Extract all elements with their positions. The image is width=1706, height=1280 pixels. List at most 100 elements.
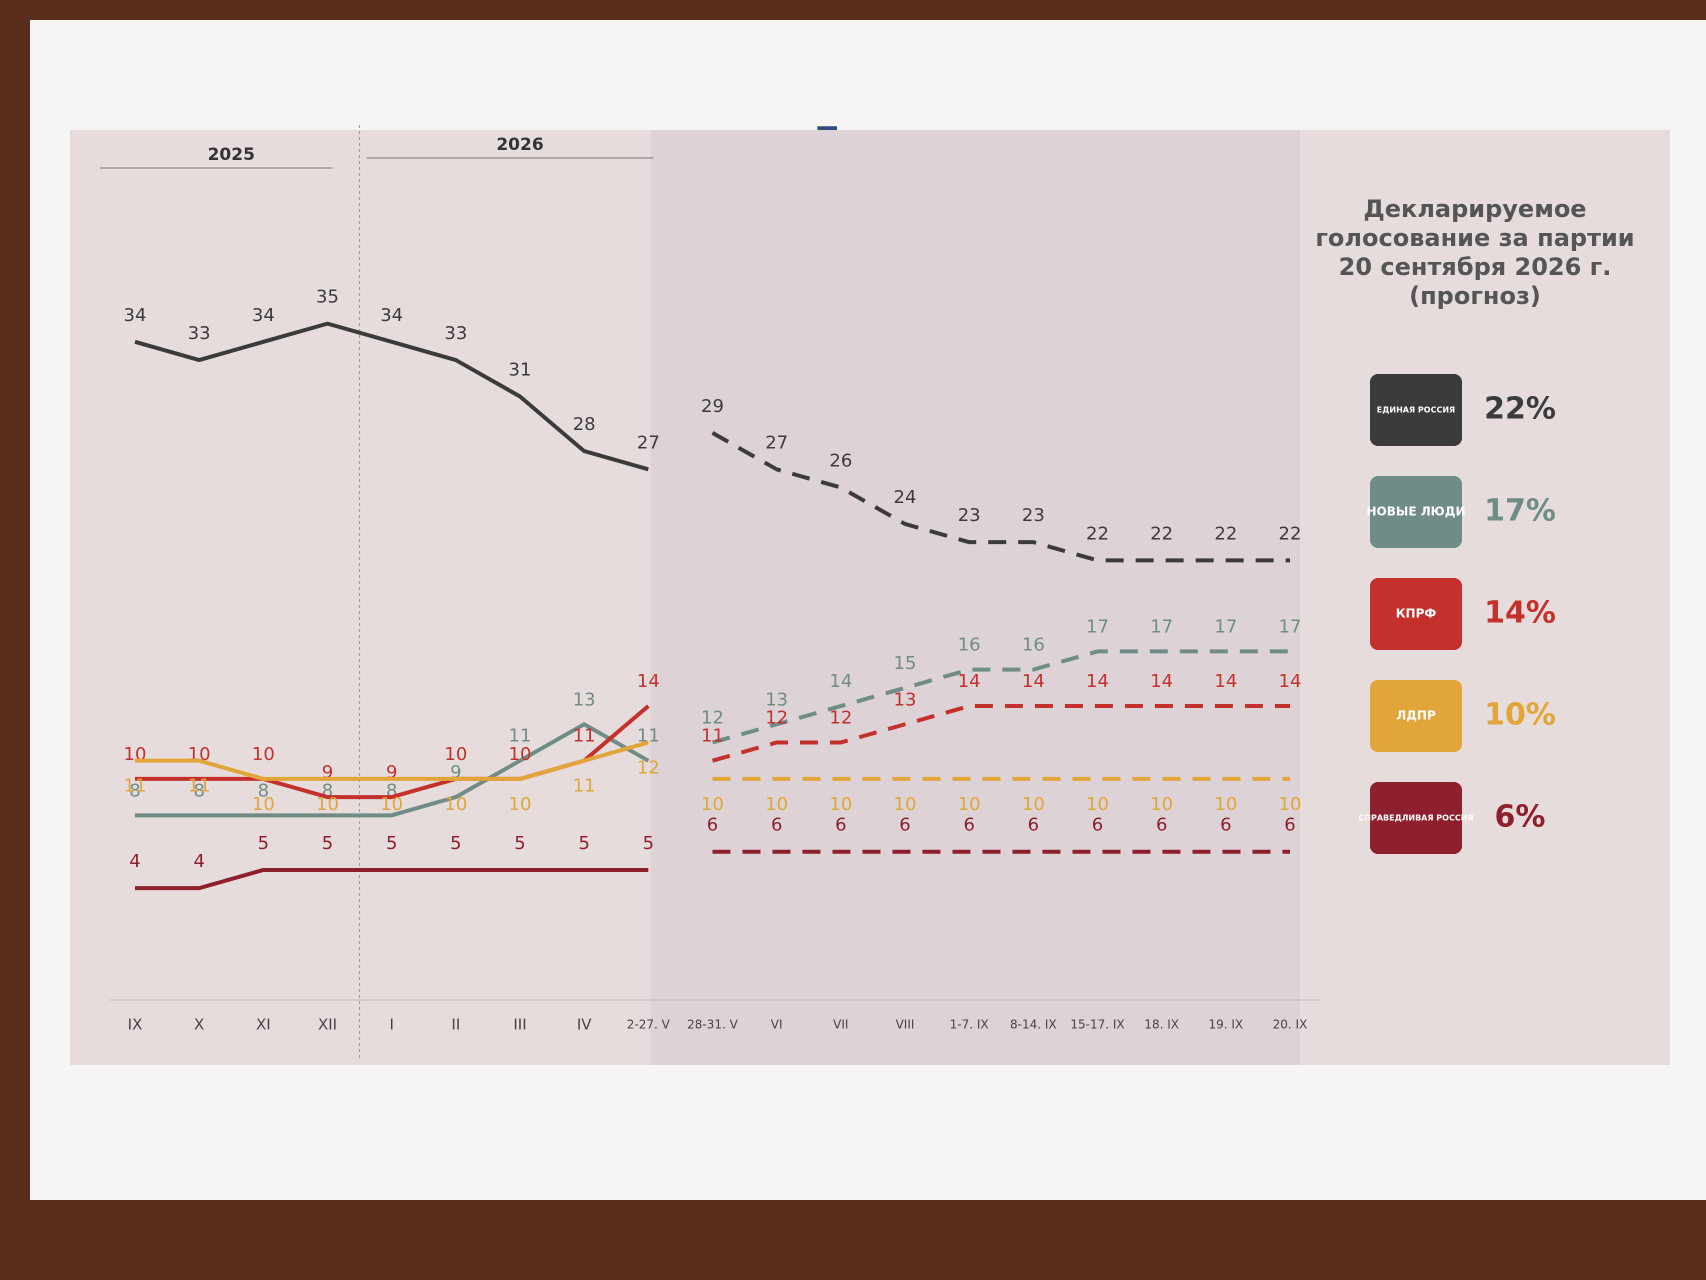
data-label: 17: [1214, 616, 1237, 637]
data-label: 6: [1028, 815, 1039, 836]
data-label: 23: [1022, 505, 1045, 526]
data-label: 12: [637, 757, 660, 778]
x-tick-label: XI: [256, 1016, 271, 1034]
data-label: 16: [1022, 635, 1045, 656]
x-tick-label: 28-31. V: [687, 1018, 738, 1032]
data-label: 11: [573, 726, 596, 747]
series-line: [134, 321, 649, 472]
data-label: 14: [637, 671, 660, 692]
data-label: 15: [894, 653, 917, 674]
party-logo: [1370, 680, 1462, 752]
data-label: 8: [386, 780, 397, 801]
data-label: 6: [899, 815, 910, 836]
legend-value: 14%: [1484, 596, 1556, 631]
series-line: [135, 867, 649, 891]
x-tick-label: VII: [833, 1018, 848, 1032]
data-label: 5: [386, 833, 397, 854]
x-tick-label: 1-7. IX: [950, 1018, 989, 1032]
data-label: 4: [129, 851, 140, 872]
data-label: 22: [1214, 523, 1237, 544]
x-tick-label: IX: [128, 1016, 143, 1034]
data-label: 26: [829, 451, 852, 472]
data-label: 33: [444, 323, 467, 344]
data-label: 5: [514, 833, 525, 854]
data-label: 10: [765, 794, 788, 815]
data-label: 28: [573, 414, 596, 435]
data-label: 8: [129, 780, 140, 801]
party-logo: [1370, 782, 1462, 854]
data-label: 11: [124, 776, 147, 797]
data-label: 10: [1086, 794, 1109, 815]
data-label: 5: [450, 833, 461, 854]
data-label: 10: [444, 744, 467, 765]
data-label: 13: [765, 689, 788, 710]
data-label: 8: [258, 780, 269, 801]
x-tick-label: 15-17. IX: [1070, 1018, 1124, 1032]
legend-label: ЛДПР: [1396, 709, 1436, 723]
data-label: 11: [509, 726, 532, 747]
data-label: 11: [573, 776, 596, 797]
x-tick-label: IV: [577, 1016, 592, 1034]
party-logo: [1370, 578, 1462, 650]
series-line: [711, 431, 1290, 563]
data-label: 6: [835, 815, 846, 836]
legend-title: Декларируемое: [1363, 195, 1586, 223]
data-label: 10: [1150, 794, 1173, 815]
data-label: 9: [386, 762, 397, 783]
data-label: 17: [1279, 616, 1302, 637]
data-label: 23: [958, 505, 981, 526]
data-label: 29: [701, 396, 724, 417]
data-label: 10: [894, 794, 917, 815]
data-label: 5: [258, 833, 269, 854]
data-label: 6: [1284, 815, 1295, 836]
data-label: 10: [958, 794, 981, 815]
data-label: 12: [829, 707, 852, 728]
data-label: 10: [316, 794, 339, 815]
data-label: 4: [193, 851, 204, 872]
legend-title: голосование за партии: [1315, 224, 1634, 252]
x-tick-label: 8-14. IX: [1010, 1018, 1057, 1032]
data-label: 14: [1086, 671, 1109, 692]
legend-value: 22%: [1484, 392, 1556, 427]
data-label: 33: [188, 323, 211, 344]
data-label: 13: [573, 689, 596, 710]
data-label: 9: [450, 762, 461, 783]
x-tick-label: 18. IX: [1144, 1018, 1179, 1032]
party-logo: [1370, 374, 1462, 446]
legend-label: СПРАВЕДЛИВАЯ РОССИЯ: [1358, 814, 1473, 823]
data-label: 10: [252, 794, 275, 815]
data-label: 10: [380, 794, 403, 815]
data-label: 14: [1150, 671, 1173, 692]
data-label: 10: [252, 744, 275, 765]
series-line: [711, 704, 1290, 763]
data-label: 6: [1220, 815, 1231, 836]
forecast-region: [650, 130, 1300, 1065]
x-tick-label: X: [194, 1016, 204, 1034]
data-label: 22: [1279, 523, 1302, 544]
data-label: 10: [1022, 794, 1045, 815]
data-label: 17: [1150, 616, 1173, 637]
data-label: 11: [701, 726, 724, 747]
x-tick-label: III: [513, 1016, 526, 1034]
data-label: 34: [252, 305, 275, 326]
data-label: 12: [765, 707, 788, 728]
x-tick-label: 2-27. V: [627, 1018, 671, 1032]
data-label: 11: [188, 776, 211, 797]
data-label: 12: [701, 707, 724, 728]
data-label: 16: [958, 635, 981, 656]
data-label: 10: [829, 794, 852, 815]
x-tick-label: 19. IX: [1208, 1018, 1243, 1032]
legend-label: НОВЫЕ ЛЮДИ: [1367, 505, 1466, 519]
data-label: 22: [1086, 523, 1109, 544]
data-label: 10: [701, 794, 724, 815]
party-logo: [1370, 476, 1462, 548]
x-tick-label: VI: [771, 1018, 783, 1032]
data-label: 14: [829, 671, 852, 692]
data-label: 14: [1022, 671, 1045, 692]
legend-value: 17%: [1484, 494, 1556, 529]
data-label: 6: [707, 815, 718, 836]
data-label: 34: [124, 305, 147, 326]
data-label: 10: [1214, 794, 1237, 815]
data-label: 14: [958, 671, 981, 692]
